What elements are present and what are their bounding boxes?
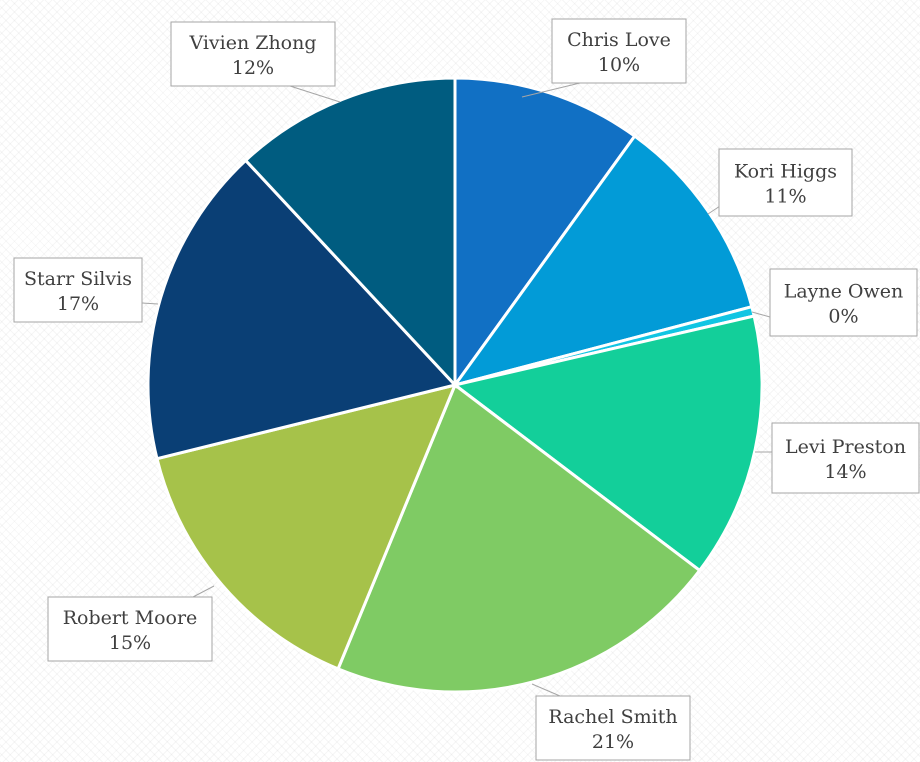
data-label-name: Starr Silvis: [24, 268, 132, 290]
data-label-box: [13, 257, 143, 323]
pie-slice-kori-higgs: [451, 133, 754, 388]
data-label-starr-silvis: Starr Silvis 17%: [13, 257, 143, 323]
data-label-percent: 0%: [828, 306, 858, 328]
data-label-box: [535, 695, 691, 761]
data-label-percent: 10%: [598, 54, 640, 76]
data-label-percent: 21%: [592, 731, 634, 753]
data-label-name: Kori Higgs: [734, 161, 837, 183]
data-label-box: [47, 596, 213, 662]
data-label-vivien-zhong: Vivien Zhong 12%: [170, 21, 336, 87]
data-label-name: Layne Owen: [784, 281, 904, 303]
data-labels: Chris Love 10% Kori Higgs 11% Layne Owen 0% Le…: [13, 18, 920, 761]
leader-line-layne-owen: [751, 311, 771, 318]
data-label-name: Levi Preston: [785, 436, 906, 458]
leader-line-chris-love: [521, 82, 581, 98]
data-label-kori-higgs: Kori Higgs 11%: [718, 148, 853, 217]
data-label-rachel-smith: Rachel Smith 21%: [535, 695, 691, 761]
data-label-box: [771, 422, 920, 494]
data-label-box: [718, 148, 853, 217]
data-label-name: Vivien Zhong: [188, 32, 316, 54]
data-label-percent: 14%: [824, 461, 866, 483]
pie-slice-starr-silvis: [146, 158, 458, 461]
data-label-robert-moore: Robert Moore 15%: [47, 596, 213, 662]
leader-line-starr-silvis: [141, 302, 159, 305]
data-label-chris-love: Chris Love 10%: [551, 18, 687, 84]
data-label-box: [769, 268, 918, 337]
data-label-name: Robert Moore: [63, 607, 198, 629]
data-label-percent: 11%: [764, 186, 806, 208]
data-label-name: Rachel Smith: [548, 706, 677, 728]
data-label-percent: 15%: [109, 632, 151, 654]
leader-lines: [141, 82, 772, 697]
pie-slice-levi-preston: [451, 314, 764, 573]
pie-slice-robert-moore: [155, 382, 458, 671]
pie-slice-rachel-smith: [336, 382, 702, 694]
data-label-levi-preston: Levi Preston 14%: [771, 422, 920, 494]
data-label-box: [551, 18, 687, 84]
data-label-layne-owen: Layne Owen 0%: [769, 268, 918, 337]
leader-line-robert-moore: [192, 585, 215, 598]
data-label-percent: 17%: [57, 293, 99, 315]
leader-line-vivien-zhong: [289, 85, 341, 103]
pie-slices: [146, 76, 764, 694]
data-label-name: Chris Love: [567, 29, 671, 51]
data-label-box: [170, 21, 336, 87]
data-label-percent: 12%: [232, 57, 274, 79]
pie-slice-chris-love: [453, 76, 637, 390]
leader-line-rachel-smith: [531, 683, 561, 697]
pie-slice-vivien-zhong: [243, 76, 457, 389]
